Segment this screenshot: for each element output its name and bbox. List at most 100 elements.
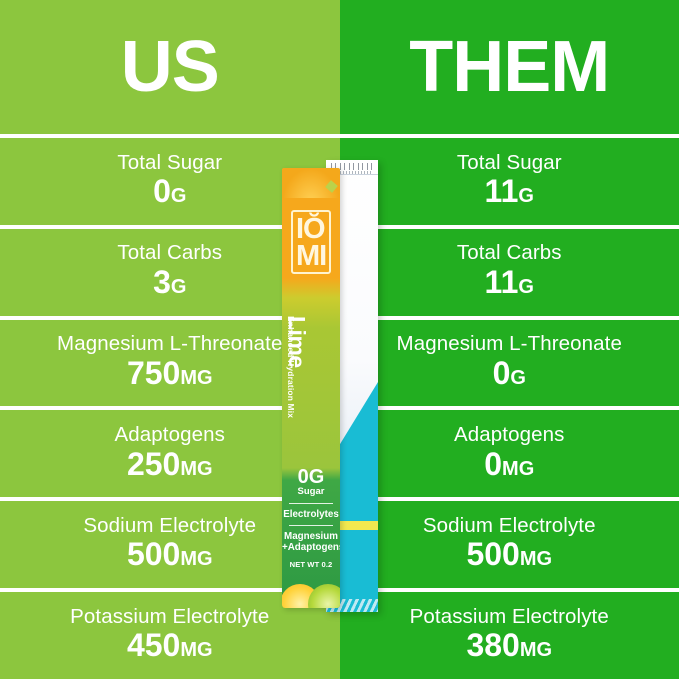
nutrient-value: 3G (153, 266, 186, 298)
nutrient-label: Sodium Electrolyte (422, 513, 596, 537)
row-divider (0, 224, 340, 229)
value-number: 0 (484, 445, 503, 482)
value-unit: MG (180, 548, 213, 571)
row-divider (339, 497, 679, 502)
packet-facts-rule (289, 525, 333, 526)
row-divider (0, 497, 340, 502)
nutrient-label: Adaptogens (114, 423, 225, 447)
table-row: Total Sugar 11G (339, 134, 679, 225)
table-row: Total Carbs 11G (339, 224, 679, 316)
nutrient-label: Magnesium L-Threonate (57, 332, 283, 356)
value-number: 500 (466, 536, 520, 573)
value-number: 380 (466, 627, 520, 664)
value-unit: MG (180, 366, 213, 389)
us-product-packet: IŎ MI Enhanced Hydration Mix Lime 0G Sug… (282, 168, 340, 608)
us-packet-body: IŎ MI Enhanced Hydration Mix Lime 0G Sug… (282, 168, 340, 608)
row-divider (0, 134, 340, 138)
brand-logo: IŎ MI (291, 210, 331, 274)
them-column: THEM Total Sugar 11G Total Carbs 11G Mag… (339, 0, 679, 679)
value-number: 250 (126, 445, 181, 482)
value-number: 450 (126, 627, 181, 664)
row-divider (339, 315, 679, 320)
nutrient-label: Total Sugar (117, 150, 223, 174)
packet-facts-panel: 0G Sugar Electrolytes Magnesium +Adaptog… (282, 466, 340, 569)
row-divider (339, 588, 679, 593)
table-row: Magnesium L-Threonate 0G (339, 315, 679, 407)
nutrient-value: 750MG (127, 357, 213, 389)
value-unit: MG (519, 639, 553, 662)
them-rows: Total Sugar 11G Total Carbs 11G Magnesiu… (339, 134, 679, 679)
us-header-label: US (120, 27, 220, 107)
right-panel-background (339, 0, 679, 679)
fruit-illustration (282, 562, 340, 608)
table-row: Total Sugar 0G (0, 134, 340, 225)
row-divider (0, 315, 340, 320)
packet-flavor: Lime (284, 316, 310, 368)
value-unit: MG (519, 548, 553, 571)
nutrient-label: Total Carbs (456, 241, 562, 265)
nutrient-value: 500MG (466, 538, 552, 570)
us-header: US (0, 0, 340, 134)
value-unit: G (170, 185, 187, 208)
them-header: THEM (340, 0, 679, 134)
table-row: Magnesium L-Threonate 750MG (0, 315, 340, 407)
value-number: 500 (126, 536, 181, 573)
table-row: Adaptogens 250MG (0, 406, 340, 497)
packet-sugar-value: 0G (297, 466, 325, 488)
us-rows: Total Sugar 0G Total Carbs 3G Magnesium … (0, 134, 340, 679)
value-number: 11 (484, 173, 519, 210)
nutrient-value: 11G (485, 175, 534, 207)
packet-adaptogens-label: +Adaptogens (282, 542, 340, 553)
nutrient-label: Magnesium L-Threonate (396, 332, 622, 356)
value-unit: G (510, 366, 526, 389)
packet-sugar-label: Sugar (297, 486, 325, 497)
nutrient-label: Sodium Electrolyte (83, 513, 257, 537)
barcode-icon (331, 163, 373, 170)
value-number: 3 (153, 264, 171, 300)
us-column: US Total Sugar 0G Total Carbs 3G Magnesi… (0, 0, 340, 679)
table-row: Potassium Electrolyte 450MG (0, 588, 340, 679)
table-row: Adaptogens 0MG (339, 406, 679, 497)
them-header-label: THEM (409, 27, 610, 107)
row-divider (0, 406, 340, 411)
row-divider (339, 224, 679, 229)
packet-electrolytes-label: Electrolytes (283, 509, 339, 520)
value-unit: G (170, 276, 187, 298)
nutrient-label: Potassium Electrolyte (70, 604, 270, 628)
product-photo: IŎ MI Enhanced Hydration Mix Lime 0G Sug… (282, 160, 398, 618)
nutrient-label: Total Sugar (456, 150, 562, 174)
packet-magnesium-label: Magnesium (284, 531, 338, 542)
packet-net-weight: NET WT 0.2 (289, 560, 333, 569)
row-divider (0, 588, 340, 593)
nutrient-value: 380MG (466, 629, 552, 661)
nutrient-value: 250MG (127, 448, 213, 480)
value-number: 11 (484, 264, 519, 300)
packet-facts-rule (289, 503, 333, 504)
row-divider (339, 134, 679, 138)
value-number: 0 (492, 354, 511, 391)
value-number: 0 (153, 173, 171, 210)
value-unit: MG (180, 457, 213, 480)
nutrient-value: 450MG (127, 629, 213, 661)
value-unit: G (518, 185, 534, 208)
nutrient-value: 0G (493, 357, 526, 389)
value-unit: MG (180, 639, 213, 662)
nutrient-label: Total Carbs (117, 241, 223, 265)
table-row: Sodium Electrolyte 500MG (0, 497, 340, 588)
lime-slice-icon (308, 584, 340, 608)
table-row: Sodium Electrolyte 500MG (339, 497, 679, 588)
table-row: Total Carbs 3G (0, 224, 340, 316)
value-number: 750 (126, 354, 181, 391)
table-row: Potassium Electrolyte 380MG (339, 588, 679, 679)
nutrient-label: Adaptogens (454, 423, 565, 447)
value-unit: G (518, 276, 534, 298)
them-packet-yellow-band (326, 521, 378, 530)
nutrient-value: 0G (153, 175, 186, 207)
row-divider (339, 406, 679, 411)
value-unit: MG (502, 457, 535, 480)
nutrient-label: Potassium Electrolyte (409, 604, 609, 628)
nutrient-value: 11G (485, 266, 534, 298)
nutrient-value: 500MG (127, 538, 213, 570)
nutrient-value: 0MG (484, 448, 534, 480)
